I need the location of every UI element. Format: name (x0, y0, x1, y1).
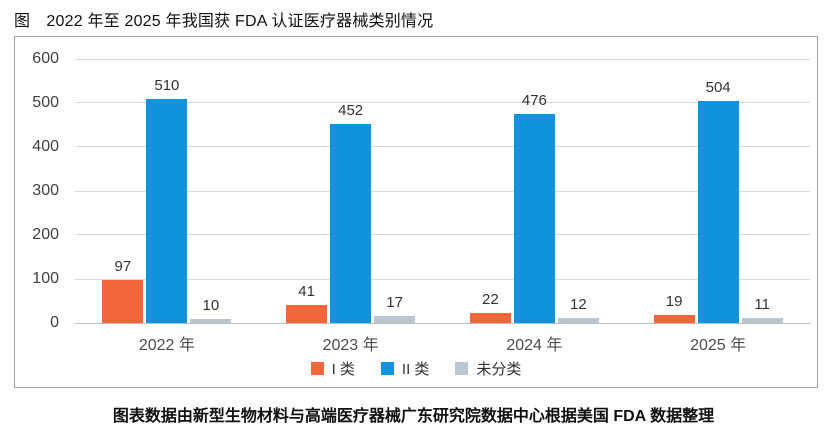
bar-value-label: 11 (754, 296, 770, 314)
legend-item-I类: I 类 (310, 358, 355, 379)
legend-swatch-icon (380, 361, 394, 375)
bar-value-label: 10 (202, 296, 220, 314)
bar-I类-2025年: 19 (653, 293, 695, 323)
bar-I类-2022年: 97 (102, 258, 144, 323)
bar-II类-2024年: 476 (513, 92, 555, 323)
bar-未分类-2024年: 12 (557, 296, 599, 323)
bar-value-label: 12 (570, 295, 587, 313)
legend: I 类 II 类 未分类 (15, 357, 817, 379)
legend-item-II类: II 类 (380, 358, 430, 379)
bar-group-4: 19 504 11 (626, 59, 810, 323)
bar-group-1: 97 510 10 (75, 59, 259, 323)
gridline-500 (75, 102, 810, 104)
bar-value-label: 41 (298, 282, 315, 300)
bar-group-3: 22 476 12 (443, 59, 627, 323)
legend-item-未分类: 未分类 (455, 358, 521, 379)
bar-未分类-2022年: 10 (190, 297, 232, 323)
bar-value-label: 19 (665, 292, 683, 310)
legend-label: I 类 (331, 360, 355, 378)
gridline-100 (75, 278, 810, 280)
bar-I类-2024年: 22 (469, 291, 511, 323)
bar-II类-2025年: 504 (697, 79, 739, 323)
bar-groups: 97 510 10 41 452 17 22 476 12 19 504 11 (75, 59, 810, 323)
bar-value-label: 22 (482, 291, 499, 309)
bar-II类-2022年: 510 (146, 77, 188, 323)
gridline-300 (75, 190, 810, 192)
gridline-400 (75, 146, 810, 148)
x-axis-label-2: 2023 年 (322, 337, 379, 354)
y-axis: 0 100 200 300 400 500 600 (15, 51, 67, 331)
bar-value-label: 97 (114, 258, 132, 276)
bar-value-label: 510 (154, 76, 180, 94)
x-axis-line (75, 322, 810, 324)
chart-area: 0 100 200 300 400 500 600 97 510 10 41 452 17 22 476 1… (14, 36, 818, 388)
bar-value-label: 17 (386, 293, 403, 311)
y-tick-label-500: 500 (32, 94, 59, 111)
y-tick-label-0: 0 (50, 314, 59, 331)
bar-value-label: 476 (521, 91, 547, 109)
bar-未分类-2025年: 11 (741, 296, 783, 323)
x-axis-label-1: 2022 年 (138, 337, 195, 354)
legend-swatch-icon (310, 361, 324, 375)
gridline-200 (75, 234, 810, 236)
x-axis-label-4: 2025 年 (690, 337, 747, 354)
bar-I类-2023年: 41 (286, 283, 328, 323)
y-tick-label-200: 200 (32, 226, 59, 243)
y-tick-label-600: 600 (32, 50, 59, 67)
source-note: 图表数据由新型生物材料与高端医疗器械广东研究院数据中心根据美国 FDA 数据整理 (112, 408, 715, 425)
y-tick-label-400: 400 (32, 138, 59, 155)
legend-label: 未分类 (476, 360, 522, 378)
x-axis: 2022 年 2023 年 2024 年 2025 年 (75, 331, 810, 354)
bar-group-2: 41 452 17 (259, 59, 443, 323)
chart-title: 图 2022 年至 2025 年我国获 FDA 认证医疗器械类别情况 (14, 13, 434, 30)
legend-label: II 类 (401, 360, 430, 378)
bar-II类-2023年: 452 (330, 102, 372, 323)
bar-未分类-2023年: 17 (374, 294, 416, 323)
x-axis-label-3: 2024 年 (506, 337, 563, 354)
bar-value-label: 504 (705, 79, 731, 97)
bar-value-label: 452 (338, 102, 364, 120)
legend-swatch-icon (455, 361, 469, 375)
y-tick-label-300: 300 (32, 182, 59, 199)
y-tick-label-100: 100 (32, 270, 59, 287)
plot-area: 97 510 10 41 452 17 22 476 12 19 504 11 (75, 58, 810, 324)
gridline-600 (75, 58, 810, 60)
